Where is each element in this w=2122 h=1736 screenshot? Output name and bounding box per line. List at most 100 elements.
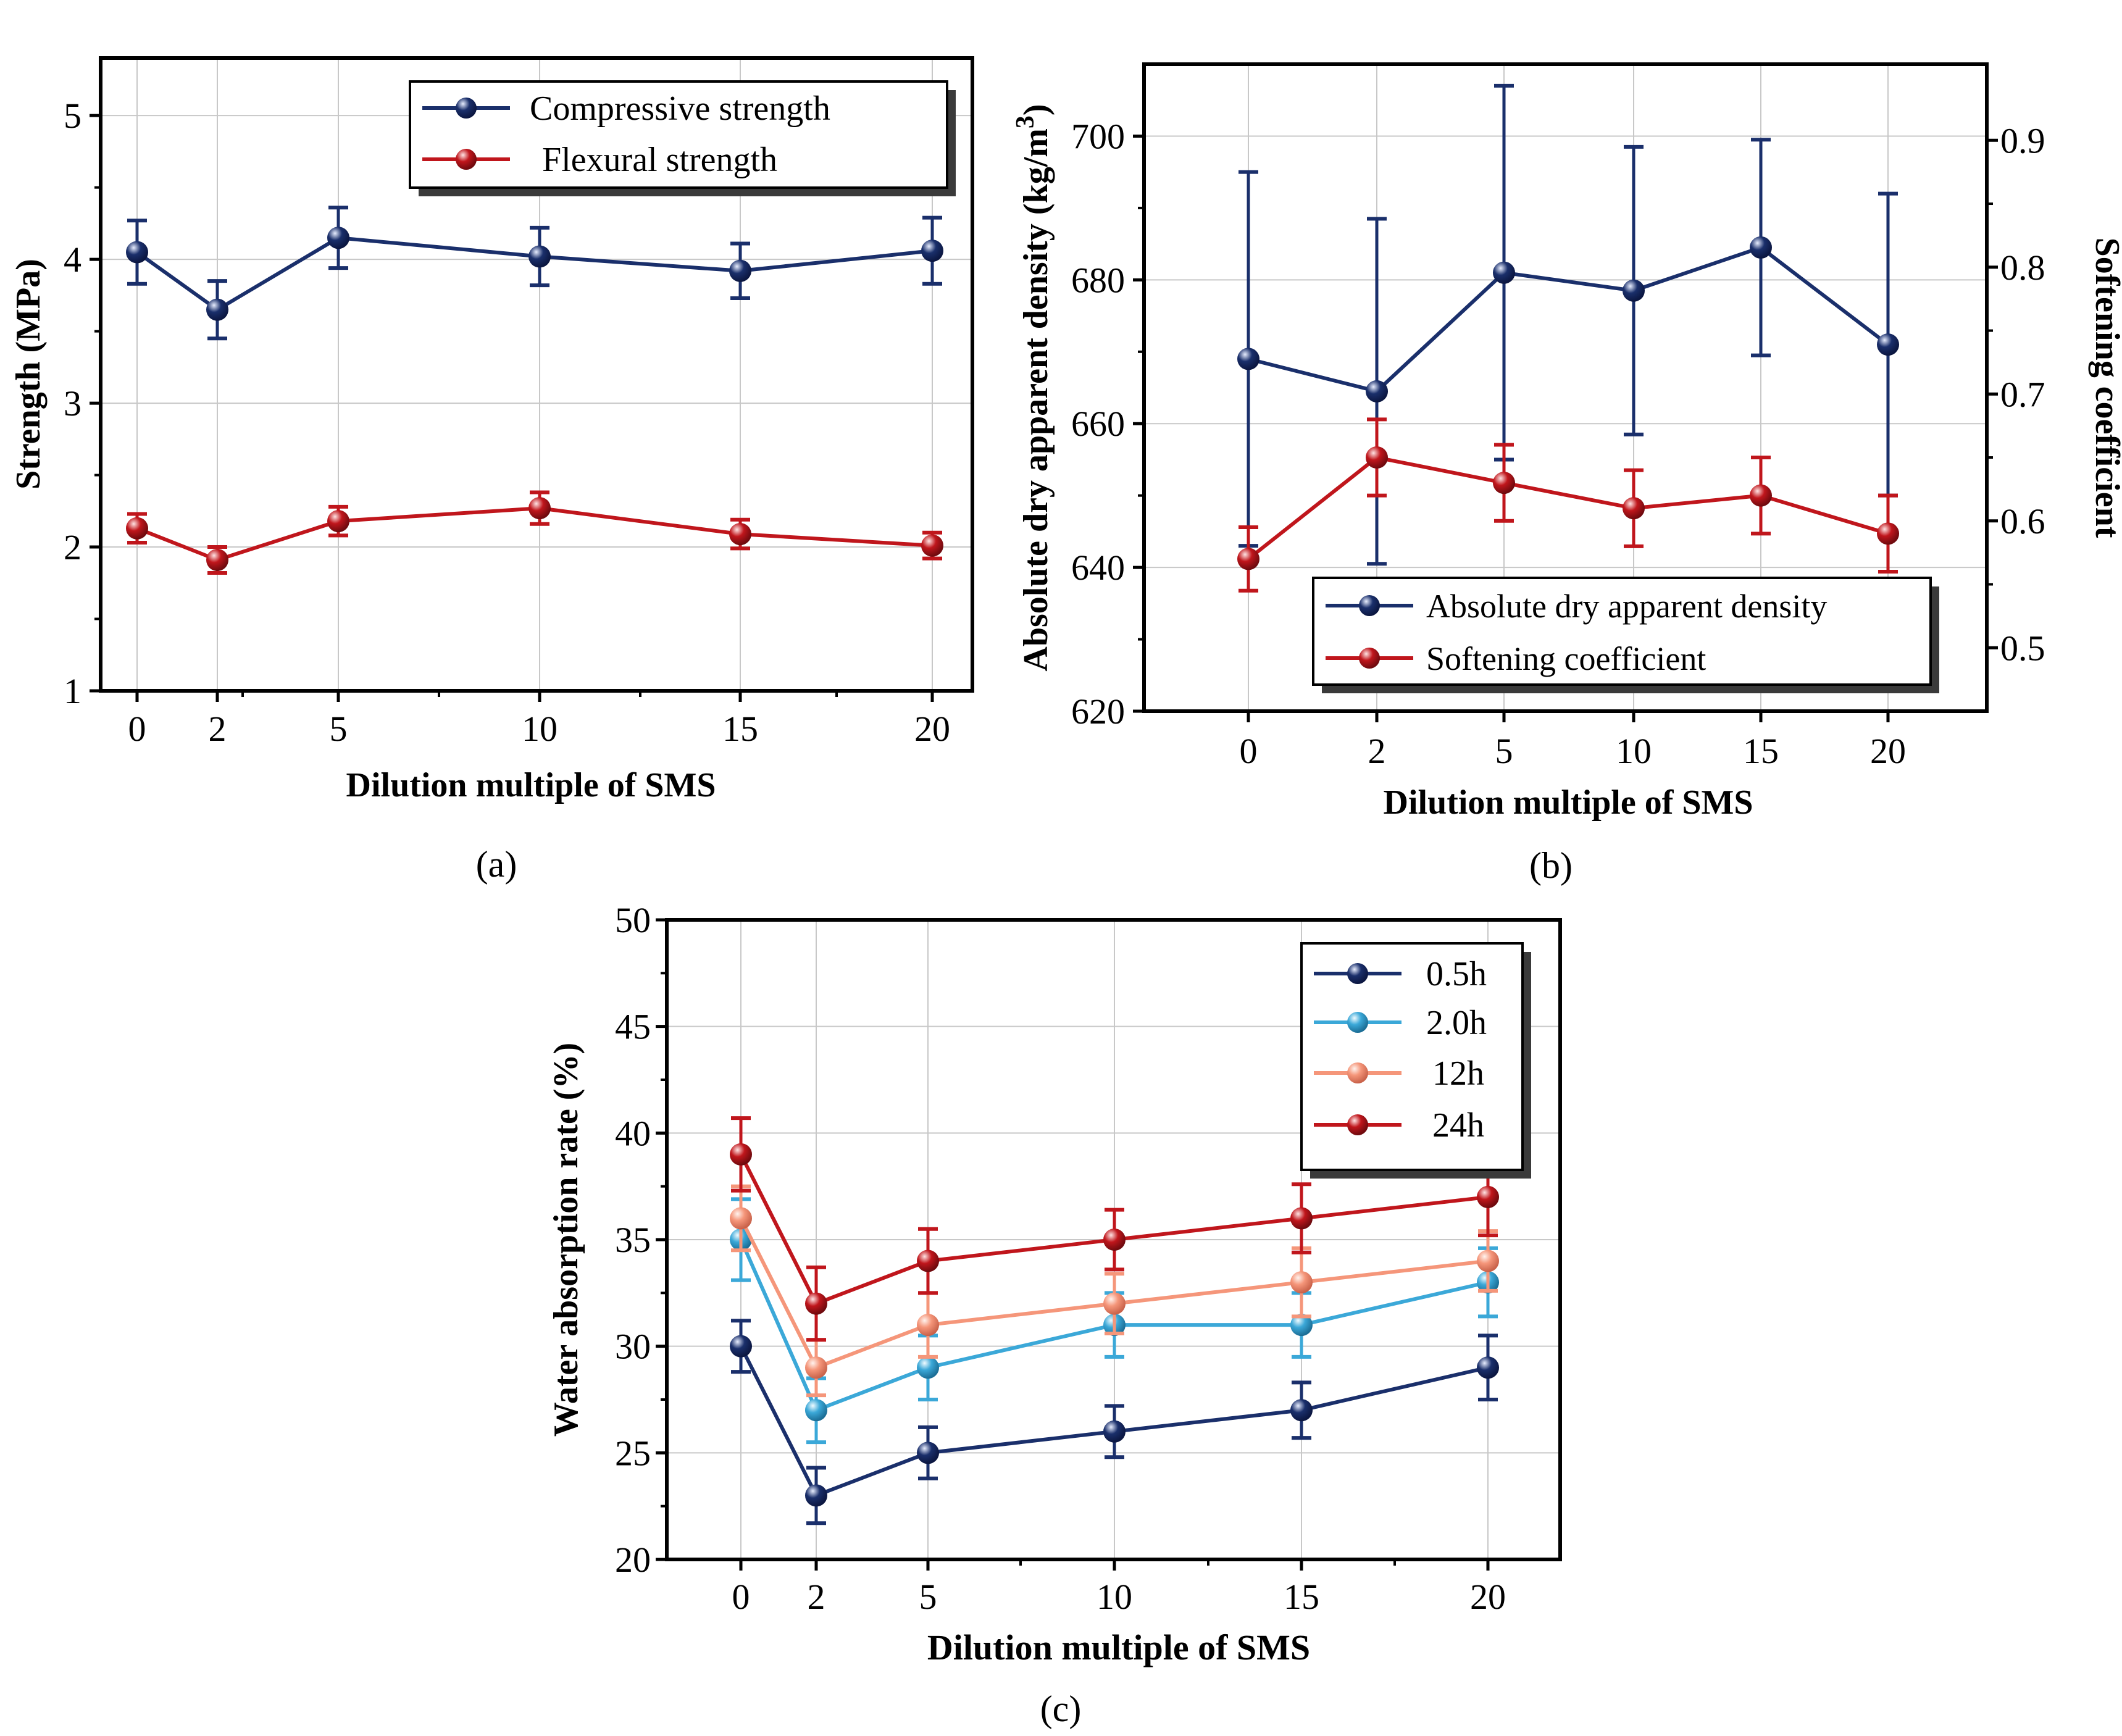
y-tick-label-700: 700: [1071, 116, 1125, 156]
panel-a: 0 2 5 10 15 20 1 2 3 4 5 Compressive strength Flex…: [9, 56, 974, 885]
panel-b-plot-frame: [1142, 62, 1989, 713]
series-line-compressive-strength: [136, 236, 933, 312]
x-tick-label-2: 2: [1368, 731, 1386, 771]
panel-a-x-axis-title: Dilution multiple of SMS: [346, 766, 716, 804]
x-tick-label-10: 10: [1097, 1577, 1132, 1617]
panel-c-legend-2-0h: 2.0h: [1426, 1004, 1487, 1042]
data-point-compressive-strength-15: [729, 259, 751, 282]
series-line-2-0h: [739, 1238, 1489, 1413]
data-point-12h-10: [1103, 1292, 1126, 1315]
data-point-flexural-strength-0: [126, 517, 148, 540]
series-line-0-5h: [739, 1345, 1489, 1498]
y-tick-label-30: 30: [615, 1327, 651, 1367]
y2-tick-label-0.8: 0.8: [2000, 248, 2045, 288]
data-point-compressive-strength-10: [528, 245, 551, 268]
panel-b-legend: Absolute dry apparent density Softening …: [1312, 577, 1939, 693]
y-tick-label-50: 50: [615, 900, 651, 940]
data-point-flexural-strength-5: [327, 510, 349, 533]
data-point-0-5h-15: [1290, 1399, 1313, 1422]
panel-c-y-axis-title: Water absorption rate (%): [547, 1043, 585, 1437]
y2-tick-label-0.9: 0.9: [2000, 120, 2045, 161]
x-tick-label-20: 20: [1870, 731, 1906, 771]
panel-b-legend-density: Absolute dry apparent density: [1426, 588, 1827, 625]
y-tick-label-35: 35: [615, 1220, 651, 1260]
x-tick-label-20: 20: [1470, 1577, 1506, 1617]
data-point-absolute-dry-apparent-density-0: [1237, 348, 1259, 370]
y-tick-label-3: 3: [64, 383, 81, 424]
series-line-absolute-dry-apparent-density: [1248, 245, 1889, 393]
panel-c-legend-marker-12h: [1347, 1062, 1368, 1083]
data-point-softening-coefficient-15: [1750, 484, 1772, 507]
y-tick-label-45: 45: [615, 1007, 651, 1047]
panel-a-legend-flexural: Flexural strength: [542, 141, 777, 179]
x-tick-label-2: 2: [808, 1577, 825, 1617]
data-point-2-0h-2: [805, 1399, 827, 1422]
series-line-flexural-strength: [136, 506, 933, 562]
data-point-compressive-strength-20: [921, 240, 943, 262]
panel-c-legend-0-5h: 0.5h: [1426, 955, 1487, 993]
data-point-0-5h-10: [1103, 1420, 1126, 1443]
data-point-absolute-dry-apparent-density-15: [1750, 236, 1772, 259]
x-tick-label-10: 10: [1616, 731, 1652, 771]
data-point-softening-coefficient-0: [1237, 548, 1259, 570]
data-point-absolute-dry-apparent-density-20: [1877, 333, 1899, 356]
panel-b-legend-box: [1312, 577, 1932, 686]
data-point-absolute-dry-apparent-density-5: [1493, 261, 1515, 284]
data-point-flexural-strength-10: [528, 497, 551, 520]
panel-c-legend-24h: 24h: [1432, 1106, 1484, 1145]
y-tick-label-680: 680: [1071, 260, 1125, 300]
y-tick-label-20: 20: [615, 1540, 651, 1580]
y-tick-label-640: 640: [1071, 548, 1125, 588]
x-tick-label-5: 5: [919, 1577, 937, 1617]
y2-tick-label-0.5: 0.5: [2000, 628, 2045, 668]
panel-a-y-axis-title: Strength (MPa): [9, 259, 48, 490]
panel-b-series: [1237, 83, 1899, 593]
x-tick-label-0: 0: [732, 1577, 750, 1617]
x-tick-label-20: 20: [914, 709, 950, 749]
y-tick-label-2: 2: [64, 527, 81, 567]
data-point-2-0h-15: [1290, 1314, 1313, 1337]
y-tick-label-660: 660: [1071, 404, 1125, 444]
data-point-12h-2: [805, 1356, 827, 1379]
panel-c-label: (c): [1040, 1688, 1082, 1729]
panel-c-legend-marker-0-5h: [1347, 963, 1368, 984]
data-point-softening-coefficient-5: [1493, 472, 1515, 495]
panel-a-ticks: 0 2 5 10 15 20 1 2 3 4 5: [64, 96, 950, 749]
data-point-24h-2: [805, 1292, 827, 1315]
data-point-24h-15: [1290, 1207, 1313, 1230]
data-point-absolute-dry-apparent-density-10: [1623, 279, 1645, 302]
data-point-24h-10: [1103, 1229, 1126, 1251]
data-point-12h-20: [1477, 1250, 1499, 1272]
y-tick-label-620: 620: [1071, 691, 1125, 732]
data-point-softening-coefficient-10: [1623, 497, 1645, 520]
panel-a-label: (a): [476, 844, 517, 885]
x-tick-label-2: 2: [209, 709, 227, 749]
panel-a-series: [126, 206, 943, 575]
panel-b-y-axis-title: Absolute dry apparent density (kg/m3): [1011, 104, 1055, 671]
y2-tick-label-0.6: 0.6: [2000, 501, 2045, 541]
panel-c-series: [730, 1116, 1499, 1525]
x-tick-label-15: 15: [1284, 1577, 1319, 1617]
data-point-24h-5: [917, 1250, 939, 1272]
panel-a-legend-marker-flexural: [456, 149, 477, 170]
series-line-24h: [739, 1153, 1489, 1306]
panel-b-label: (b): [1529, 845, 1573, 886]
x-tick-label-5: 5: [1495, 731, 1513, 771]
panel-b-y2-axis-title: Softening coefficient: [2088, 238, 2122, 538]
panel-b-ticks: 0 2 5 10 15 20 620 640 660 680 700 0.5 0.6 0.7 0.8 0.9: [1071, 116, 2045, 771]
panel-b-legend-marker-density: [1359, 595, 1380, 616]
data-point-0-5h-0: [730, 1335, 752, 1358]
panel-a-legend-marker-compressive: [456, 98, 477, 119]
data-point-12h-0: [730, 1207, 752, 1230]
data-point-2-0h-5: [917, 1356, 939, 1379]
data-point-compressive-strength-2: [206, 298, 228, 321]
panel-c-x-axis-title: Dilution multiple of SMS: [927, 1627, 1310, 1667]
x-tick-label-10: 10: [522, 709, 558, 749]
data-point-12h-5: [917, 1314, 939, 1337]
data-point-flexural-strength-2: [206, 549, 228, 572]
panel-b-legend-marker-softening: [1359, 648, 1380, 669]
panel-c-legend-12h: 12h: [1432, 1054, 1484, 1093]
data-point-compressive-strength-0: [126, 241, 148, 264]
